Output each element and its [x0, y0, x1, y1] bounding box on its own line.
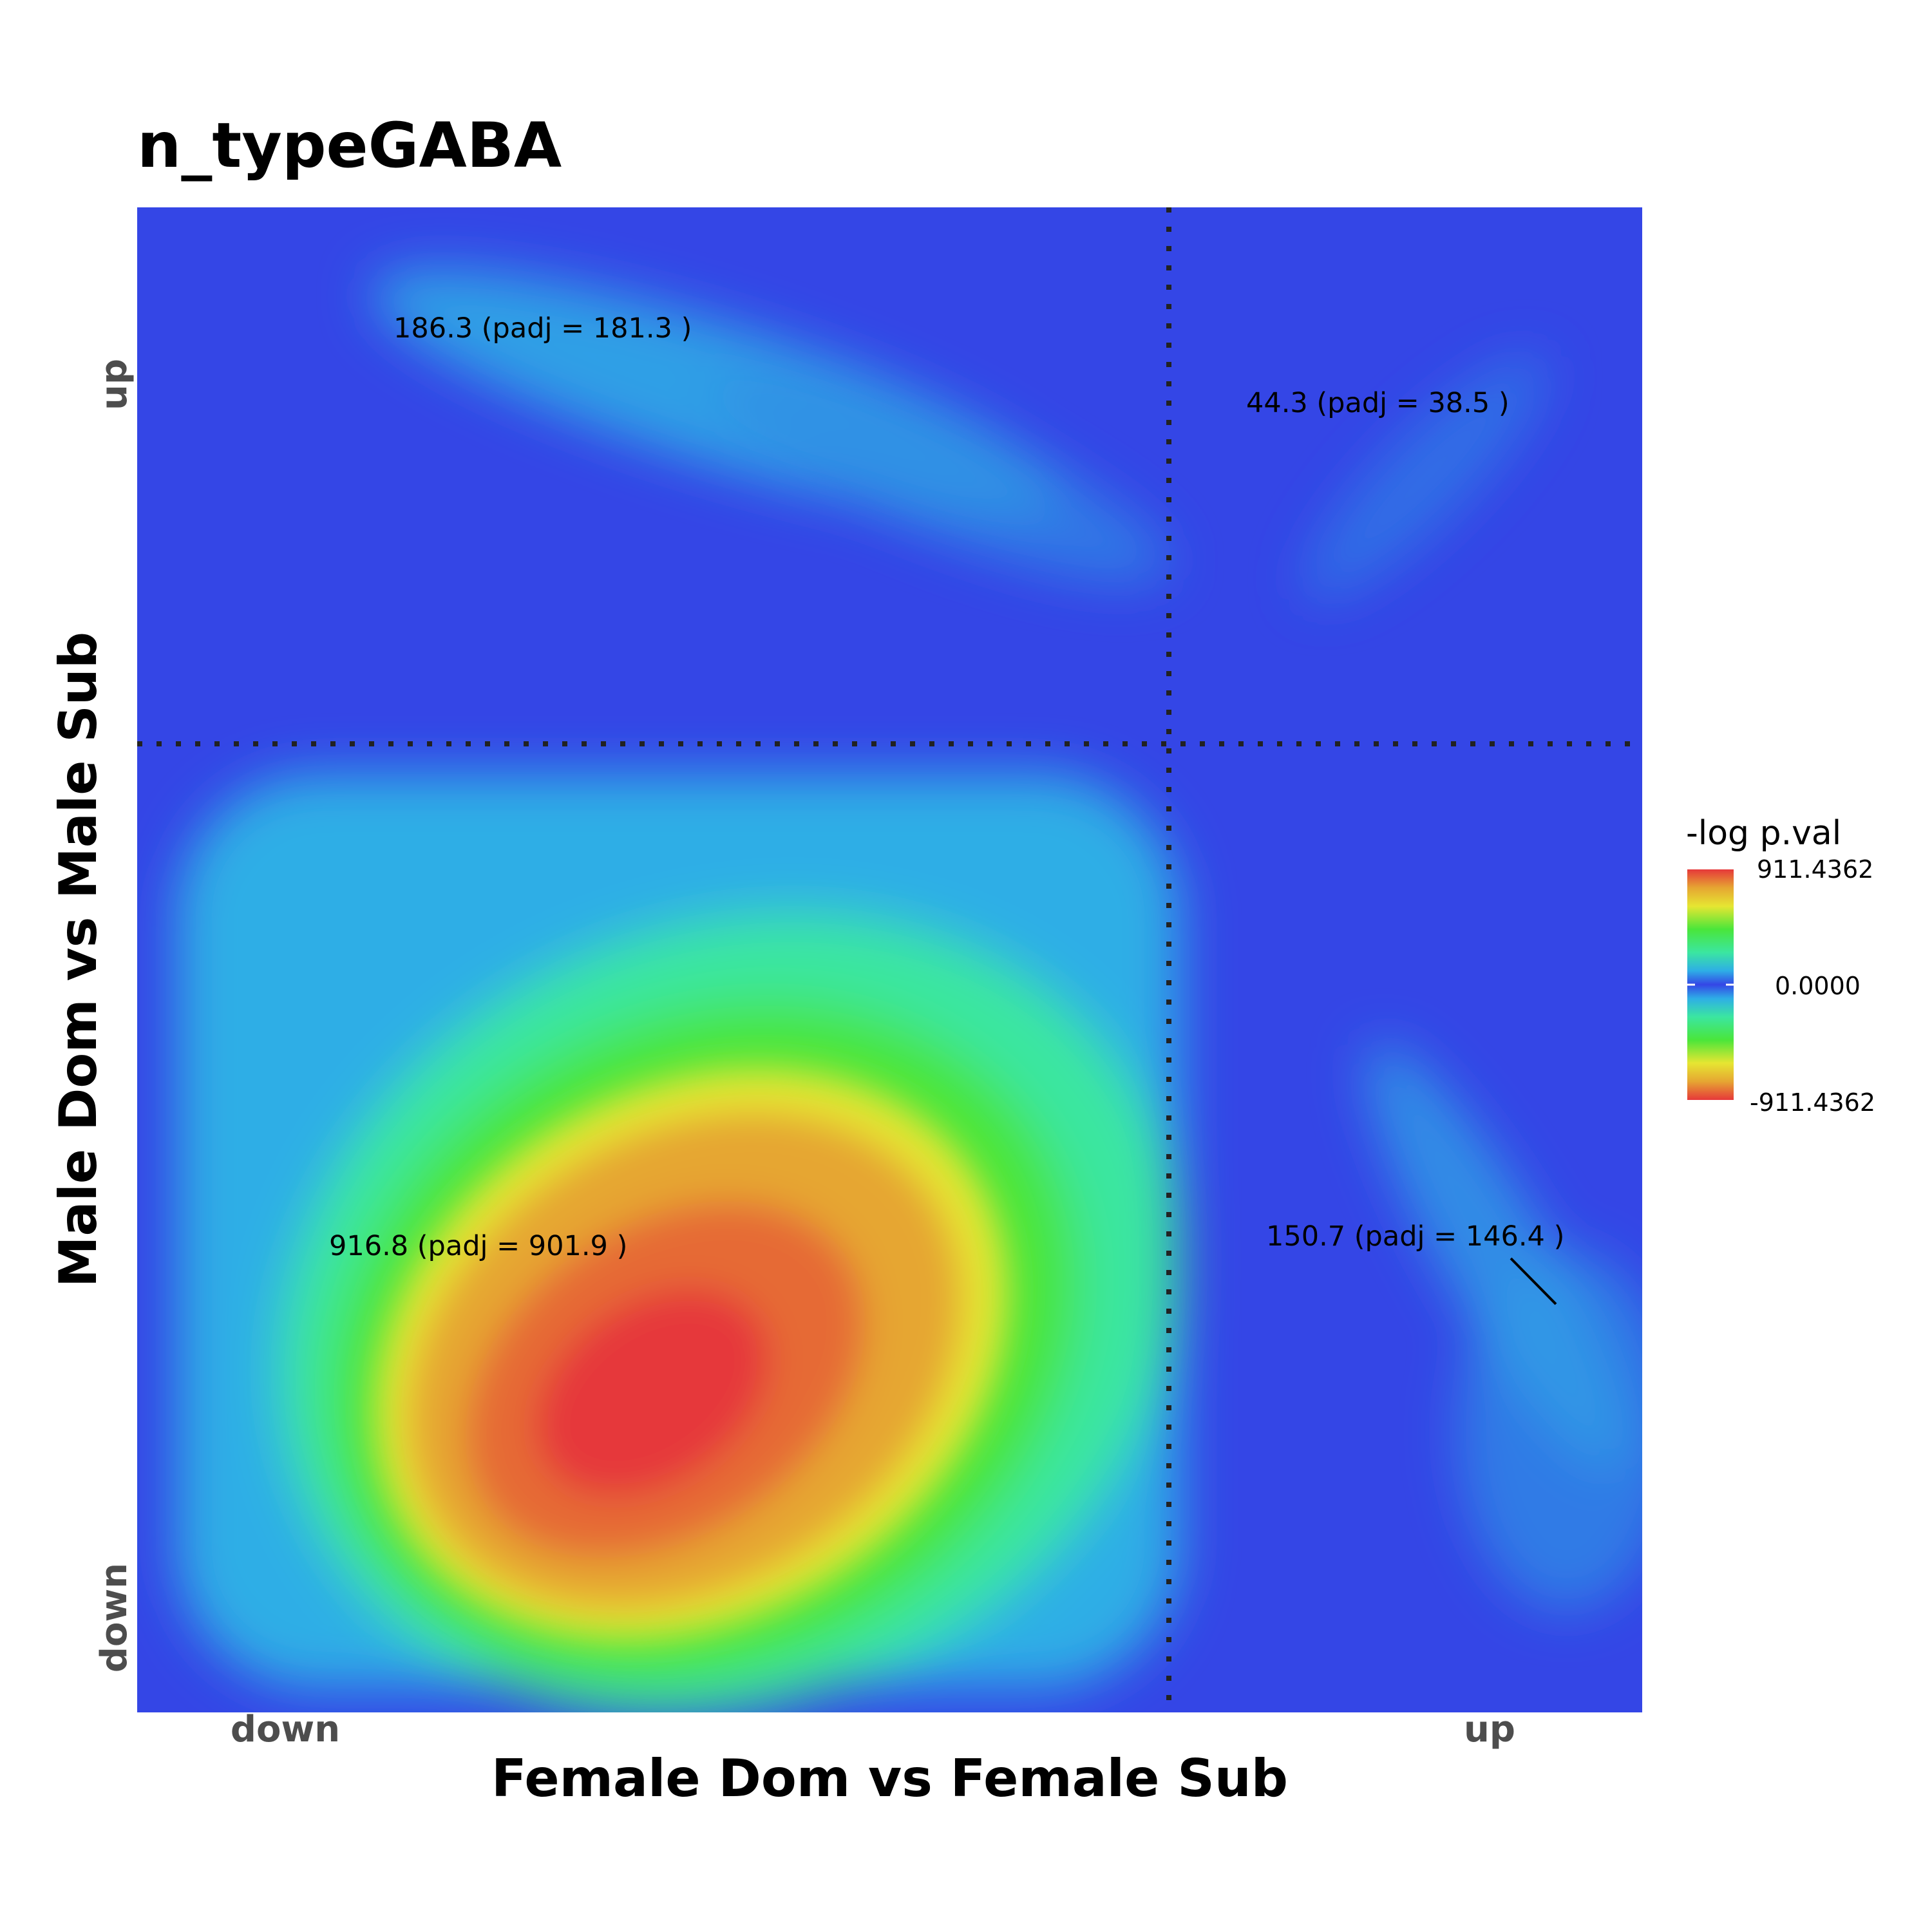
legend-label-zero: 0.0000: [1775, 972, 1861, 1000]
quadrant-label-up-down: 186.3 (padj = 181.3 ): [393, 312, 692, 345]
quadrant-label-down-down: 916.8 (padj = 901.9 ): [329, 1230, 627, 1262]
quadrant-label-up-up: 44.3 (padj = 38.5 ): [1246, 387, 1510, 419]
x-tick-down: down: [230, 1709, 341, 1750]
y-tick-down: down: [93, 1562, 135, 1673]
y-axis-label: Male Dom vs Male Sub: [48, 631, 108, 1288]
chart-title: n_typeGABA: [137, 109, 562, 182]
label-leader-line: [1510, 1257, 1557, 1305]
heatmap-panel: 186.3 (padj = 181.3 ) 44.3 (padj = 38.5 …: [137, 207, 1642, 1712]
y-tick-up: up: [93, 359, 135, 410]
density-bottom-right: [1365, 1043, 1642, 1611]
legend-label-min: -911.4362: [1750, 1088, 1876, 1117]
legend-title: -log p.val: [1686, 814, 1842, 853]
quadrant-label-down-up: 150.7 (padj = 146.4 ): [1266, 1220, 1564, 1253]
heatmap-svg: 186.3 (padj = 181.3 ) 44.3 (padj = 38.5 …: [137, 207, 1642, 1712]
legend-colorbar: [1687, 869, 1734, 1100]
density-top-left: [371, 269, 1170, 585]
x-axis-label: Female Dom vs Female Sub: [491, 1748, 1289, 1808]
legend-label-max: 911.4362: [1757, 855, 1874, 884]
density-top-right: [1302, 355, 1548, 601]
x-tick-up: up: [1464, 1709, 1515, 1750]
